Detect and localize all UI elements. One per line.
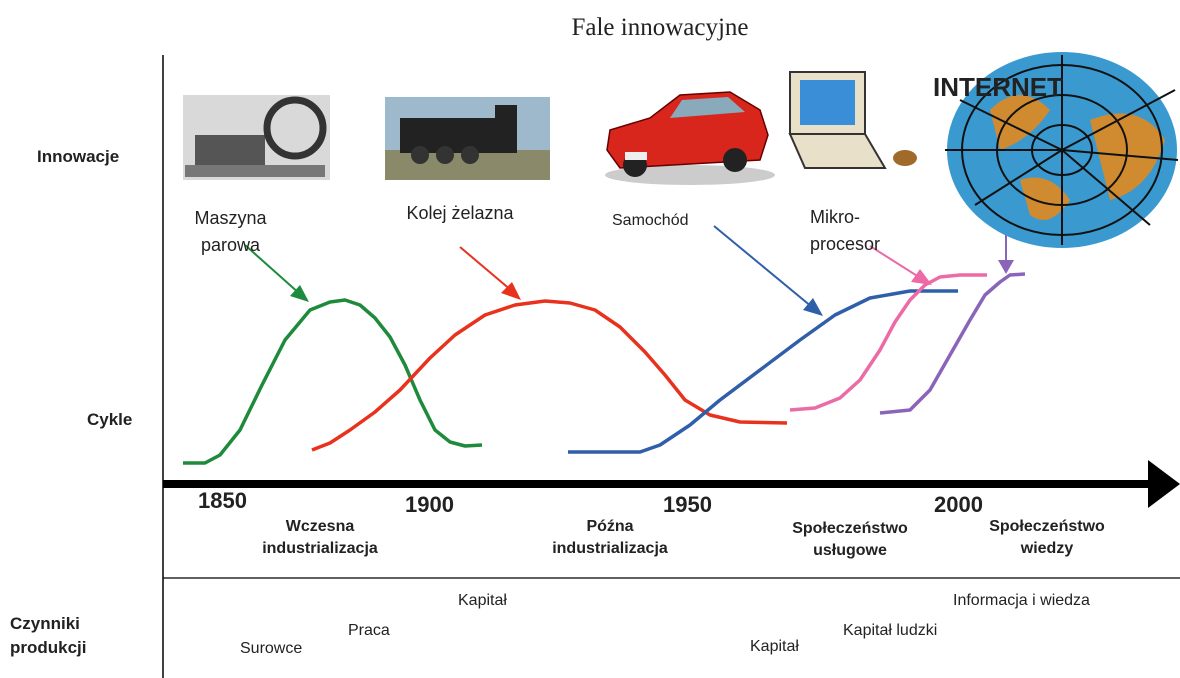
car-image (605, 92, 775, 185)
row-label: Innowacje (37, 147, 119, 167)
row-label: Czynniki produkcji (10, 612, 140, 660)
row-label: Cykle (87, 410, 132, 430)
factor-label: Praca (348, 622, 390, 640)
innovation-label: Kolej żelazna (405, 200, 515, 227)
innovation-label: INTERNET (933, 72, 1063, 103)
factor-label: Kapitał (458, 592, 507, 610)
factor-label: Kapitał ludzki (843, 622, 937, 640)
innovation-label: Mikro-procesor (810, 204, 900, 258)
train-image (385, 97, 550, 180)
era-label: Społeczeństwo usługowe (765, 518, 935, 562)
year-label: 2000 (934, 492, 983, 518)
arrow (460, 247, 512, 291)
innovation-label: Maszyna parowa (178, 205, 283, 259)
year-label: 1950 (663, 492, 712, 518)
wave-internet (880, 274, 1025, 413)
wave-steam (183, 300, 482, 463)
title: Fale innowacyjne (0, 14, 1180, 42)
arrowhead (998, 260, 1014, 274)
page: Fale innowacyjne Innowacje Cykle Czynnik… (0, 0, 1180, 678)
year-label: 1850 (198, 488, 247, 514)
era-label: Wczesna industrializacja (240, 516, 400, 560)
wave-curves (183, 274, 1025, 463)
factor-label: Informacja i wiedza (953, 592, 1090, 610)
laptop-image (790, 72, 917, 168)
arrow (714, 226, 812, 307)
factor-label: Kapitał (750, 638, 799, 656)
year-label: 1900 (405, 492, 454, 518)
factor-label: Surowce (240, 640, 302, 658)
steam-engine-image (183, 95, 330, 180)
arrowhead (803, 298, 823, 316)
innovation-label: Samochód (612, 212, 689, 230)
era-label: Późna industrializacja (530, 516, 690, 560)
era-label: Społeczeństwo wiedzy (962, 516, 1132, 560)
wave-rail (312, 301, 787, 450)
axis-arrowhead (1148, 460, 1180, 508)
arrowhead (911, 269, 932, 285)
